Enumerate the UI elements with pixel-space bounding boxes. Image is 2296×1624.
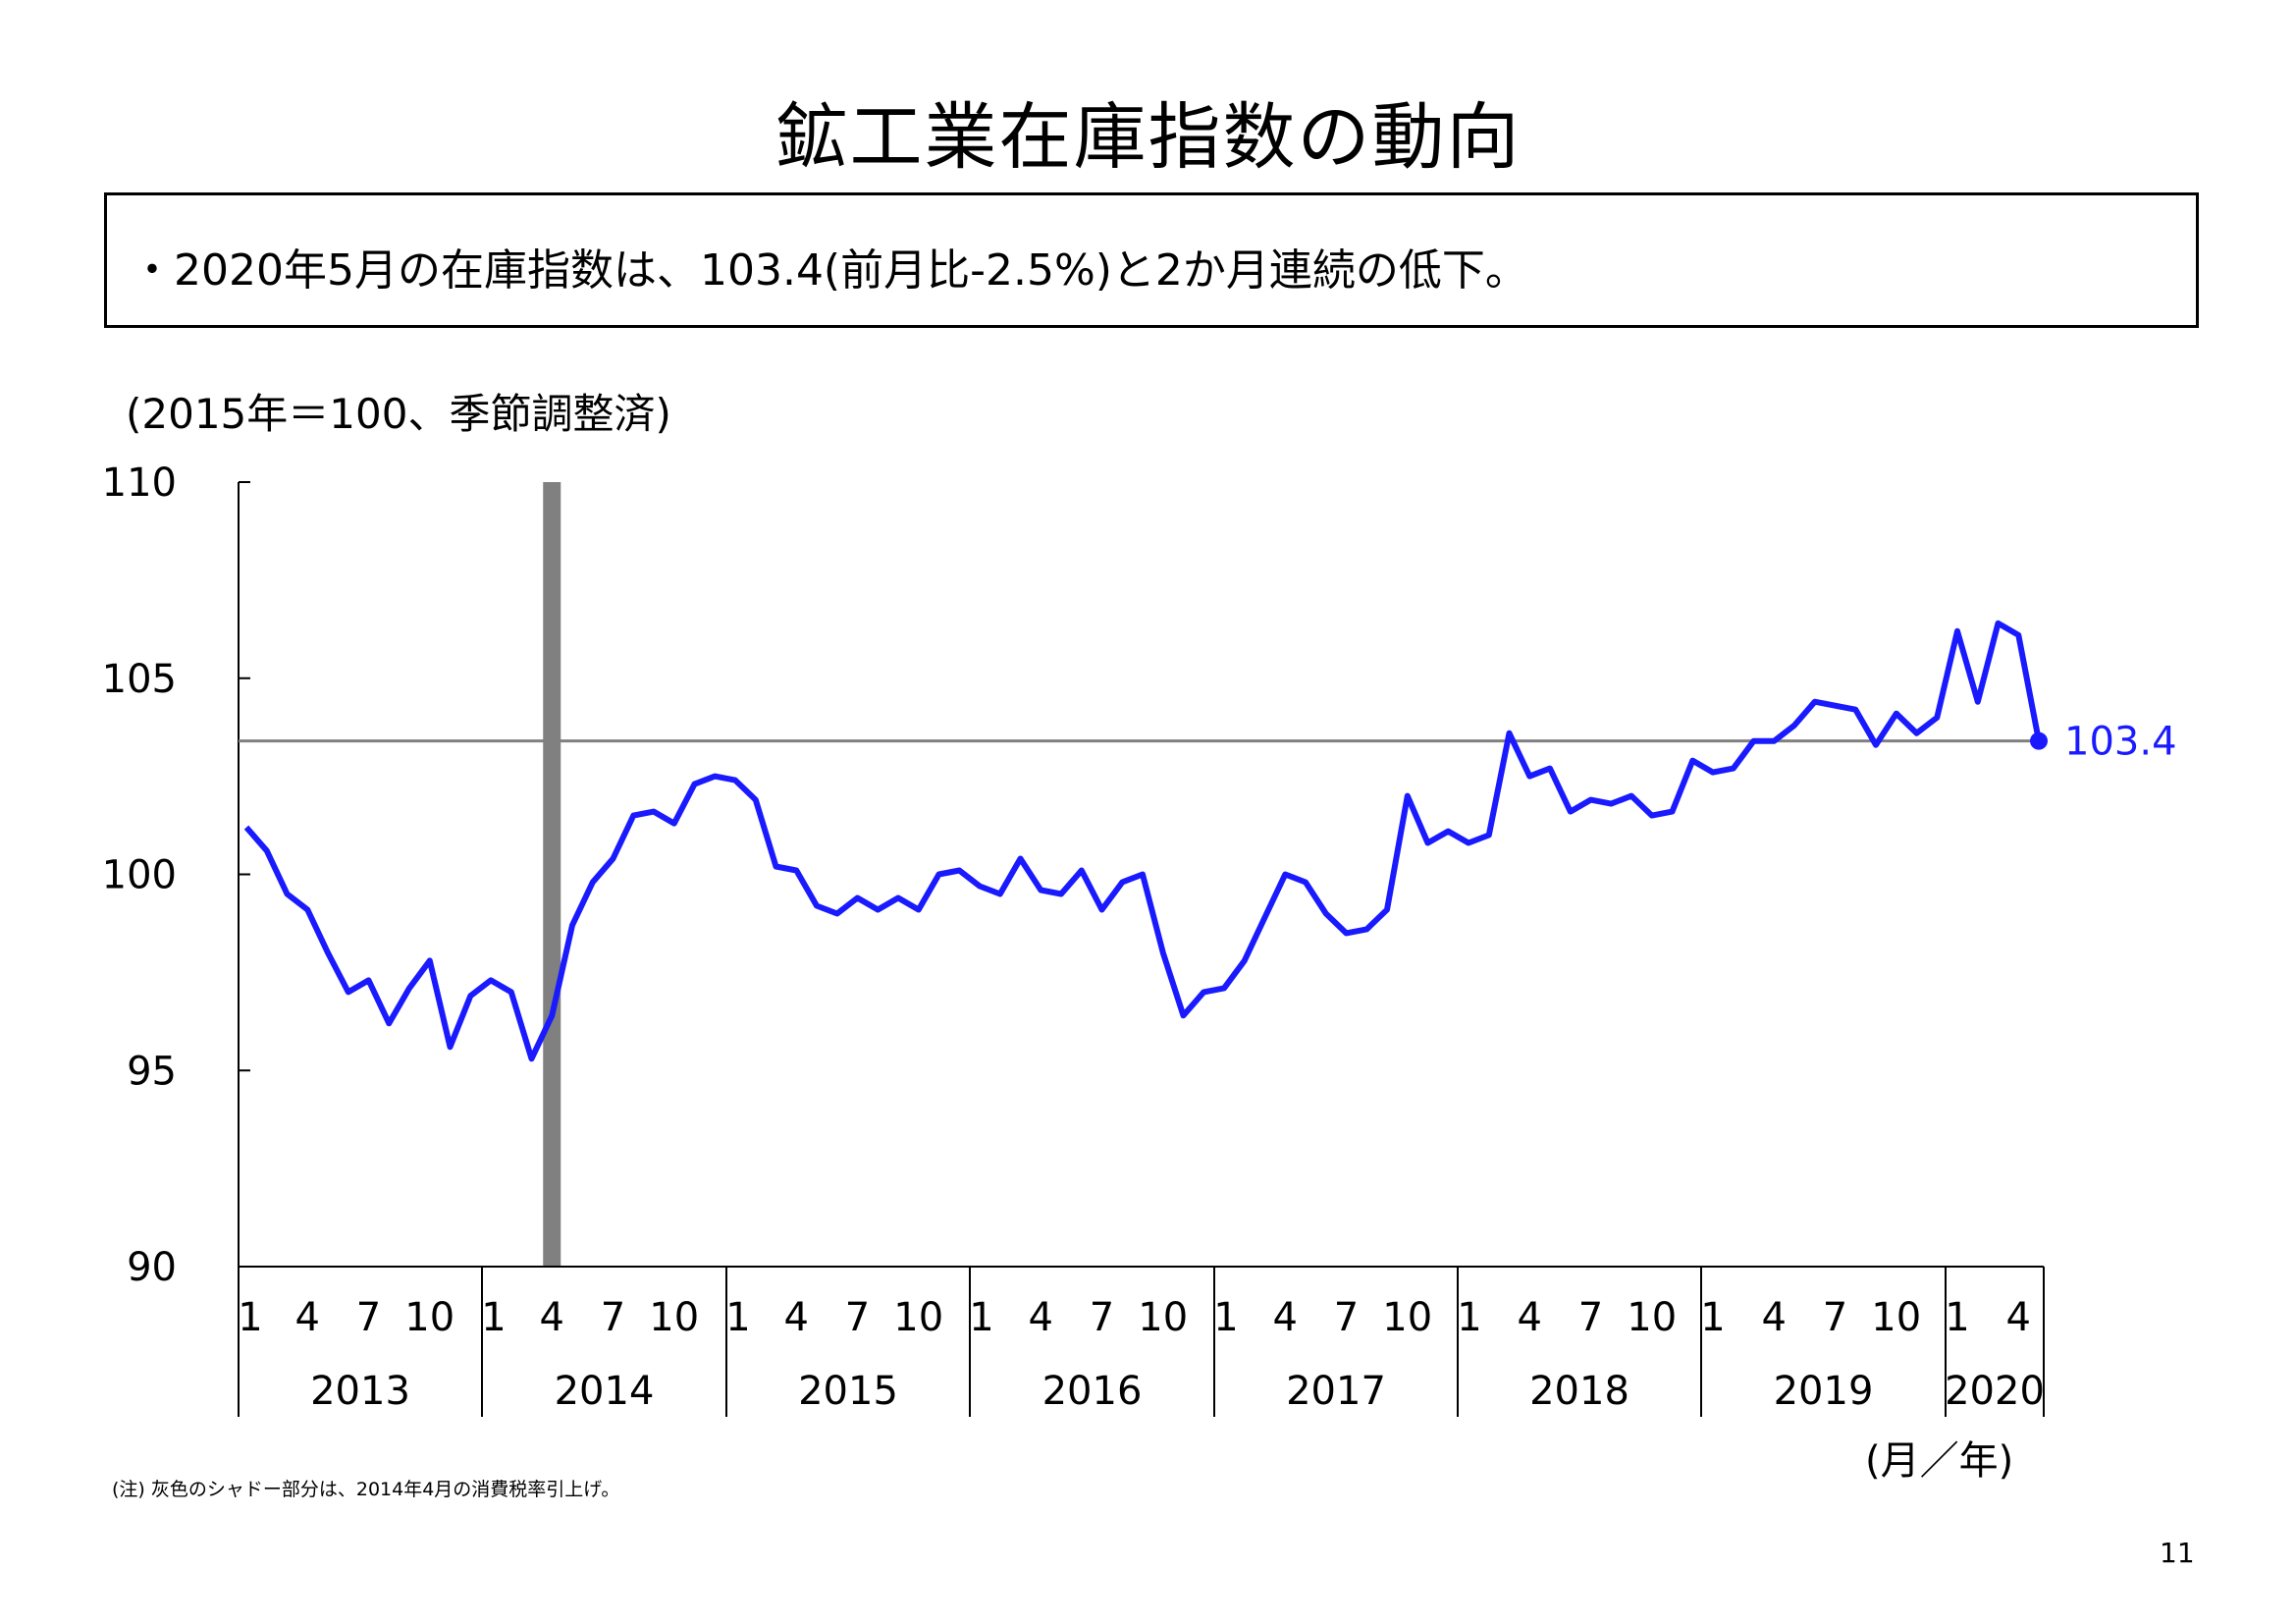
y-tick-label-90: 90 [127, 1245, 177, 1290]
summary-text: ・2020年5月の在庫指数は、103.4(前月比-2.5%)と2か月連続の低下。 [131, 245, 1528, 296]
latest-point-marker [2030, 731, 2048, 750]
summary-box: ・2020年5月の在庫指数は、103.4(前月比-2.5%)と2か月連続の低下。 [104, 192, 2199, 328]
x-tick-label-2014-7: 7 [601, 1295, 625, 1340]
x-tick-label-2015-4: 4 [784, 1295, 809, 1340]
x-tick-label-2020-4: 4 [2006, 1295, 2031, 1340]
page-number: 11 [2160, 1537, 2195, 1569]
series-line-inventory-index [243, 620, 2042, 1062]
x-tick-label-2017-4: 4 [1273, 1295, 1298, 1340]
year-label-2019: 2019 [1774, 1369, 1874, 1414]
x-tick-label-2018-4: 4 [1518, 1295, 1542, 1340]
year-label-2017: 2017 [1286, 1369, 1386, 1414]
x-tick-label-2017-10: 10 [1382, 1295, 1432, 1340]
x-tick-label-2016-1: 1 [969, 1295, 993, 1340]
x-tick-label-2019-7: 7 [1823, 1295, 1847, 1340]
x-tick-label-2019-1: 1 [1700, 1295, 1725, 1340]
x-tick-label-2015-1: 1 [725, 1295, 750, 1340]
year-label-2013: 2013 [310, 1369, 410, 1414]
x-tick-label-2017-1: 1 [1213, 1295, 1238, 1340]
x-tick-label-2015-7: 7 [845, 1295, 870, 1340]
x-tick-label-2016-7: 7 [1090, 1295, 1114, 1340]
x-tick-label-2014-4: 4 [540, 1295, 564, 1340]
y-tick-label-100: 100 [102, 853, 177, 898]
shade-band-2014-04 [543, 482, 561, 1267]
x-tick-label-2016-10: 10 [1138, 1295, 1188, 1340]
x-axis-unit-label: (月／年) [1865, 1438, 2014, 1484]
page-title: 鉱工業在庫指数の動向 [774, 95, 1522, 180]
y-tick-label-95: 95 [127, 1049, 177, 1094]
x-tick-label-2018-7: 7 [1578, 1295, 1603, 1340]
x-tick-label-2013-7: 7 [356, 1295, 381, 1340]
x-tick-label-2013-4: 4 [295, 1295, 320, 1340]
year-label-2016: 2016 [1042, 1369, 1143, 1414]
latest-value-label: 103.4 [2064, 720, 2177, 765]
x-tick-label-2013-10: 10 [404, 1295, 454, 1340]
x-tick-label-2016-4: 4 [1029, 1295, 1053, 1340]
x-tick-label-2020-1: 1 [1945, 1295, 1969, 1340]
footnote: (注) 灰色のシャドー部分は、2014年4月の消費税率引上げ。 [112, 1479, 620, 1500]
year-label-2014: 2014 [555, 1369, 655, 1414]
y-tick-label-105: 105 [102, 657, 177, 702]
x-tick-label-2019-10: 10 [1871, 1295, 1921, 1340]
year-label-2018: 2018 [1529, 1369, 1629, 1414]
y-axis-unit-label: (2015年＝100、季節調整済) [126, 390, 671, 438]
x-tick-label-2018-10: 10 [1627, 1295, 1677, 1340]
x-tick-label-2015-10: 10 [893, 1295, 943, 1340]
y-tick-label-110: 110 [102, 460, 177, 506]
x-tick-label-2013-1: 1 [238, 1295, 262, 1340]
x-tick-label-2019-4: 4 [1762, 1295, 1787, 1340]
year-label-2015: 2015 [798, 1369, 898, 1414]
x-tick-label-2017-7: 7 [1334, 1295, 1359, 1340]
x-tick-label-2014-10: 10 [649, 1295, 699, 1340]
x-tick-label-2018-1: 1 [1457, 1295, 1481, 1340]
year-label-2020: 2020 [1945, 1369, 2045, 1414]
x-tick-label-2014-1: 1 [481, 1295, 506, 1340]
